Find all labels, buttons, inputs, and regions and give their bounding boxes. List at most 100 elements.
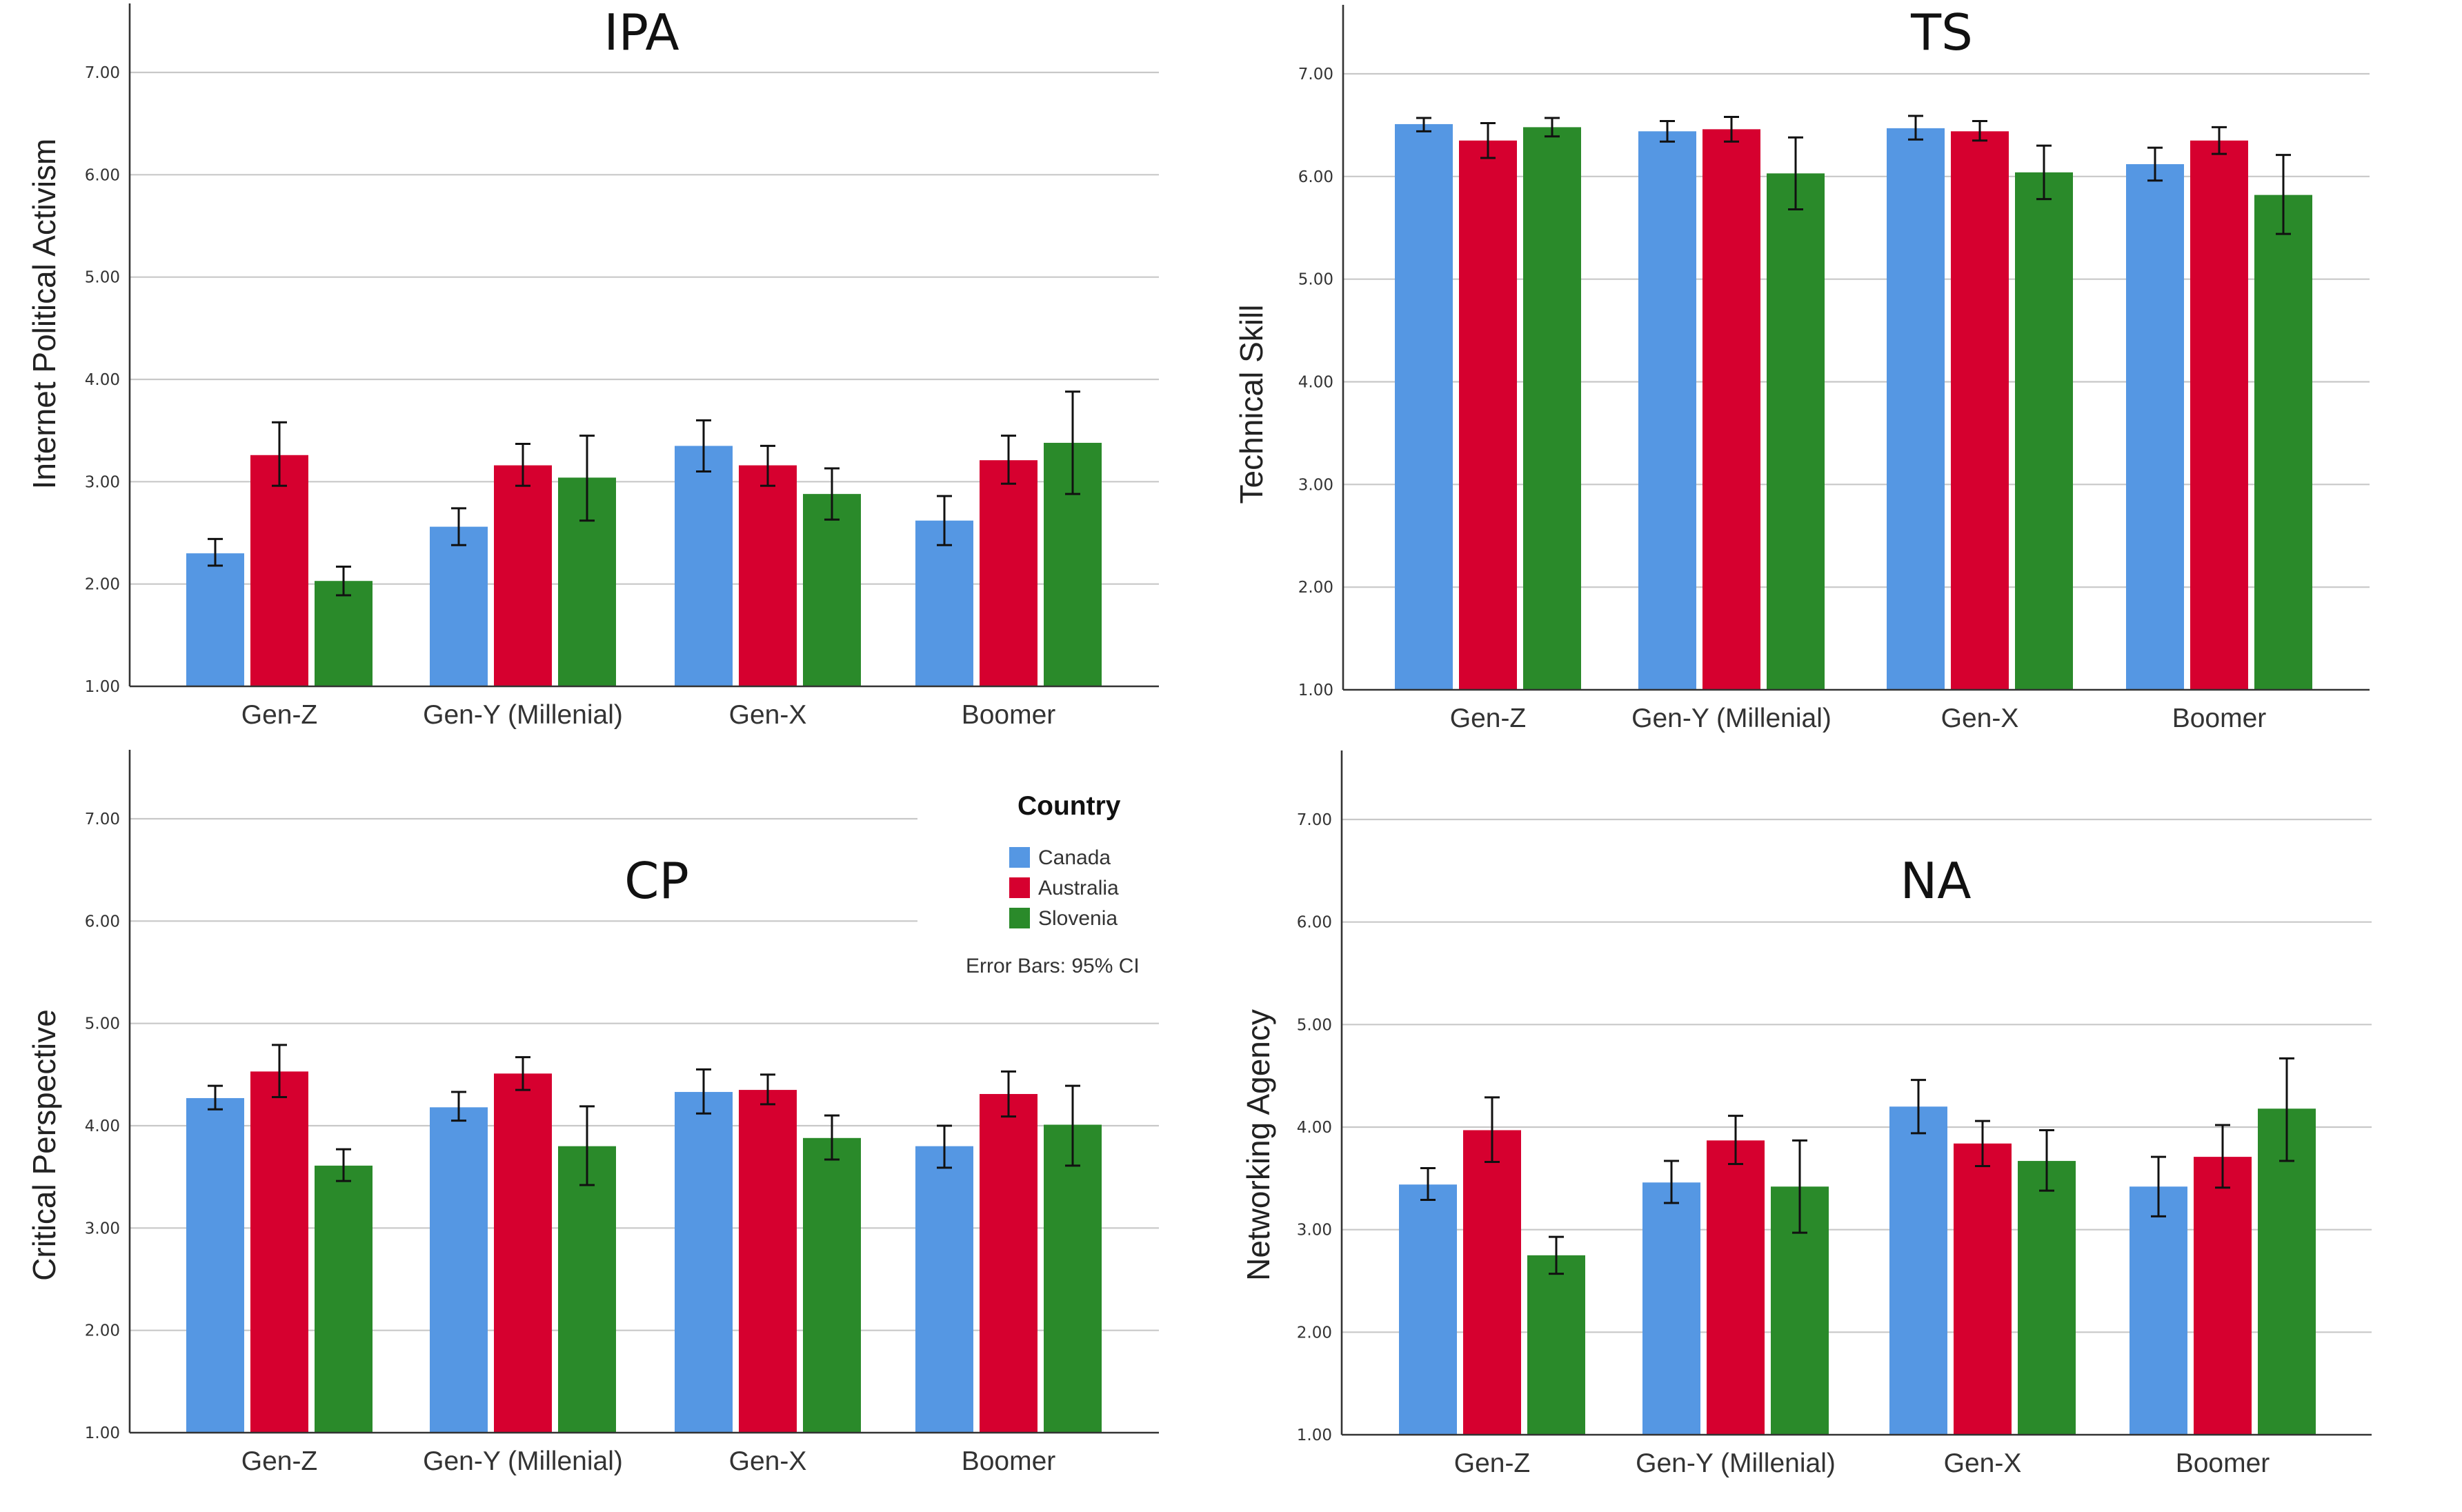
bar-slovenia xyxy=(1767,173,1825,690)
x-category-label: Gen-Y (Millenial) xyxy=(1636,1449,1836,1478)
bar-canada xyxy=(675,1092,733,1433)
bar-canada xyxy=(1395,123,1453,690)
y-tick-label: 3.00 xyxy=(85,473,120,491)
bar-slovenia xyxy=(1523,127,1581,690)
y-axis-label-na: Networking Agency xyxy=(1240,1009,1276,1281)
bar-canada xyxy=(1638,131,1696,690)
y-tick-label: 1.00 xyxy=(85,678,120,696)
panel-cp: 1.00 2.00 3.00 4.00 5.00 6.00 7.00 Gen-Z Gen-Y (… xyxy=(85,750,1159,1476)
bar-australia xyxy=(1954,1143,2012,1435)
y-tick-label: 4.00 xyxy=(1297,1119,1332,1137)
bar-slovenia xyxy=(803,494,861,686)
panel-ipa: 1.00 2.00 3.00 4.00 5.00 6.00 7.00 Gen-Z Gen-Y (… xyxy=(85,3,1159,730)
x-category-label: Gen-X xyxy=(729,700,807,730)
x-category-label: Gen-Z xyxy=(241,700,318,730)
y-tick-label: 4.00 xyxy=(1298,374,1333,392)
bar-slovenia xyxy=(2258,1108,2316,1435)
y-tick-label: 2.00 xyxy=(85,576,120,594)
y-tick-label: 4.00 xyxy=(85,1117,120,1135)
y-tick-label: 5.00 xyxy=(85,1015,120,1033)
y-tick-label: 7.00 xyxy=(85,810,120,828)
y-tick-label: 7.00 xyxy=(1297,811,1332,829)
y-tick-label: 1.00 xyxy=(1297,1426,1332,1444)
bar-canada xyxy=(2126,163,2184,690)
panel-title-ipa: IPA xyxy=(604,3,679,61)
legend-swatch-canada xyxy=(1009,847,1030,868)
x-category-label: Gen-X xyxy=(729,1446,807,1476)
x-category-label: Boomer xyxy=(962,1446,1056,1476)
x-category-label: Gen-Y (Millenial) xyxy=(1631,704,1831,733)
y-tick-label: 6.00 xyxy=(85,166,120,184)
x-category-label: Gen-Y (Millenial) xyxy=(423,700,623,730)
bar-canada xyxy=(915,520,973,686)
legend-swatch-australia xyxy=(1009,877,1030,898)
legend: Country Canada Australia Slovenia Error … xyxy=(966,791,1140,977)
panel-title-cp: CP xyxy=(624,852,689,910)
y-tick-label: 2.00 xyxy=(1297,1324,1332,1342)
y-tick-label: 4.00 xyxy=(85,371,120,389)
y-tick-label: 6.00 xyxy=(1298,168,1333,186)
bar-slovenia xyxy=(2254,195,2312,690)
panel-title-ts: TS xyxy=(1910,3,1973,61)
legend-title: Country xyxy=(1017,791,1121,821)
bar-australia xyxy=(980,460,1038,686)
bar-canada xyxy=(2130,1186,2187,1435)
bar-slovenia xyxy=(803,1137,861,1433)
legend-label-australia: Australia xyxy=(1038,877,1119,899)
y-tick-label: 2.00 xyxy=(85,1322,120,1340)
bar-australia xyxy=(250,455,308,686)
y-tick-label: 7.00 xyxy=(1298,66,1333,83)
bar-canada xyxy=(186,1097,244,1433)
bar-australia xyxy=(1951,131,2009,690)
y-tick-label: 3.00 xyxy=(1298,476,1333,494)
bar-australia xyxy=(739,1090,797,1433)
bar-australia xyxy=(1459,140,1517,690)
bar-slovenia xyxy=(2018,1161,2076,1435)
bar-slovenia xyxy=(315,581,373,686)
chart-panels: 1.00 2.00 3.00 4.00 5.00 6.00 7.00 Gen-Z Gen-Y (… xyxy=(85,3,2372,1478)
bar-canada xyxy=(1887,128,1945,690)
x-category-label: Boomer xyxy=(2176,1449,2270,1478)
bar-australia xyxy=(494,1073,552,1433)
legend-label-canada: Canada xyxy=(1038,846,1111,869)
x-category-label: Gen-Z xyxy=(1450,704,1527,733)
y-tick-label: 1.00 xyxy=(1298,682,1333,699)
bar-australia xyxy=(1707,1140,1765,1435)
bar-australia xyxy=(2194,1157,2252,1435)
bar-slovenia xyxy=(1527,1255,1585,1435)
bar-australia xyxy=(980,1094,1038,1433)
bar-canada xyxy=(430,526,488,686)
panel-na: 1.00 2.00 3.00 4.00 5.00 6.00 7.00 Gen-Z Gen-Y (… xyxy=(1297,750,2372,1478)
x-category-label: Gen-X xyxy=(1944,1449,2022,1478)
x-category-label: Gen-Y (Millenial) xyxy=(423,1446,623,1476)
bar-slovenia xyxy=(315,1165,373,1433)
y-axis-label-ipa: Internet Political Activism xyxy=(26,139,62,490)
bar-canada xyxy=(675,446,733,686)
y-tick-label: 6.00 xyxy=(85,913,120,931)
bar-canada xyxy=(1889,1106,1947,1435)
bar-canada xyxy=(1642,1182,1700,1435)
x-category-label: Gen-Z xyxy=(1454,1449,1531,1478)
y-tick-label: 5.00 xyxy=(1297,1016,1332,1034)
y-tick-label: 5.00 xyxy=(85,269,120,287)
bar-australia xyxy=(2190,140,2248,690)
bar-canada xyxy=(430,1107,488,1433)
y-tick-label: 3.00 xyxy=(1297,1222,1332,1240)
panel-ts: 1.00 2.00 3.00 4.00 5.00 6.00 7.00 Gen-Z Gen-Y (… xyxy=(1298,5,2370,733)
bar-australia xyxy=(250,1071,308,1433)
y-axis-label-ts: Technical Skill xyxy=(1233,305,1269,504)
x-category-label: Gen-Z xyxy=(241,1446,318,1476)
y-tick-label: 1.00 xyxy=(85,1424,120,1442)
error-bars-note: Error Bars: 95% CI xyxy=(966,955,1140,977)
legend-label-slovenia: Slovenia xyxy=(1038,907,1118,930)
y-tick-label: 2.00 xyxy=(1298,579,1333,597)
y-tick-label: 5.00 xyxy=(1298,271,1333,289)
x-category-label: Boomer xyxy=(962,700,1056,730)
y-tick-label: 6.00 xyxy=(1297,914,1332,932)
bar-canada xyxy=(1399,1184,1457,1435)
bar-slovenia xyxy=(558,1146,616,1433)
bar-australia xyxy=(1702,129,1760,690)
legend-swatch-slovenia xyxy=(1009,908,1030,928)
bar-slovenia xyxy=(1044,1124,1102,1433)
